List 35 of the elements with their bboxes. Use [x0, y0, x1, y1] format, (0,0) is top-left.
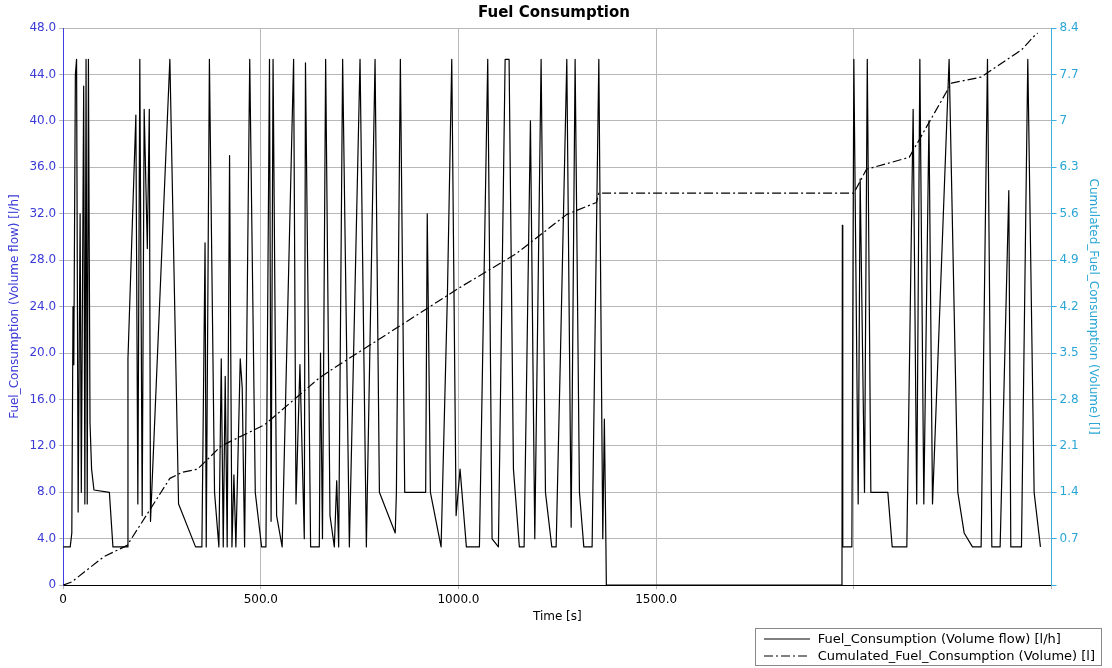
- y2-tick-label: 4.2: [1059, 298, 1079, 313]
- y-tick-label: 4.0: [37, 530, 57, 545]
- y-tick-label: 12.0: [29, 438, 57, 453]
- y2-tick-label: 3.5: [1059, 345, 1079, 360]
- y2-tick-label: 2.8: [1059, 391, 1079, 406]
- y2-tick-label: 2.1: [1059, 438, 1079, 453]
- x-tick-label: 500.0: [243, 591, 278, 606]
- y-tick-label: 8.0: [37, 484, 57, 499]
- y-tick-label: 40.0: [29, 112, 57, 127]
- y-tick-label: 0: [48, 577, 57, 592]
- y2-tick-label: 8.4: [1059, 20, 1079, 35]
- y2-tick-label: 7: [1059, 112, 1068, 127]
- y-tick-label: 32.0: [29, 205, 57, 220]
- y-tick-label: 24.0: [29, 298, 57, 313]
- y-axis-title: Fuel_Consumption (Volume flow) [l/h]: [7, 194, 22, 419]
- y-tick-label: 44.0: [29, 66, 57, 81]
- y-tick-label: 48.0: [29, 20, 57, 35]
- y-tick-label: 20.0: [29, 345, 57, 360]
- y2-tick-label: 0.7: [1059, 530, 1079, 545]
- y-tick-label: 36.0: [29, 159, 57, 174]
- y2-tick-label: 6.3: [1059, 159, 1079, 174]
- legend-label: Cumulated_Fuel_Consumption (Volume) [l]: [817, 647, 1095, 664]
- y2-tick-label: 1.4: [1059, 484, 1079, 499]
- x-tick-label: 1500.0: [635, 591, 678, 606]
- y2-tick-label: 7.7: [1059, 66, 1079, 81]
- chart-title: Fuel Consumption: [478, 2, 630, 21]
- y-tick-label: 16.0: [29, 391, 57, 406]
- y2-tick-label: 5.6: [1059, 205, 1079, 220]
- x-tick-label: 1000.0: [437, 591, 480, 606]
- x-tick-label: 0: [59, 591, 67, 606]
- y-tick-label: 28.0: [29, 252, 57, 267]
- legend-label: Fuel_Consumption (Volume flow) [l/h]: [817, 630, 1061, 647]
- y2-tick-label: 4.9: [1059, 252, 1079, 267]
- y2-axis-title: Cumulated_Fuel_Consumption (Volume) [l]: [1086, 178, 1101, 435]
- x-axis-title: Time [s]: [531, 608, 582, 623]
